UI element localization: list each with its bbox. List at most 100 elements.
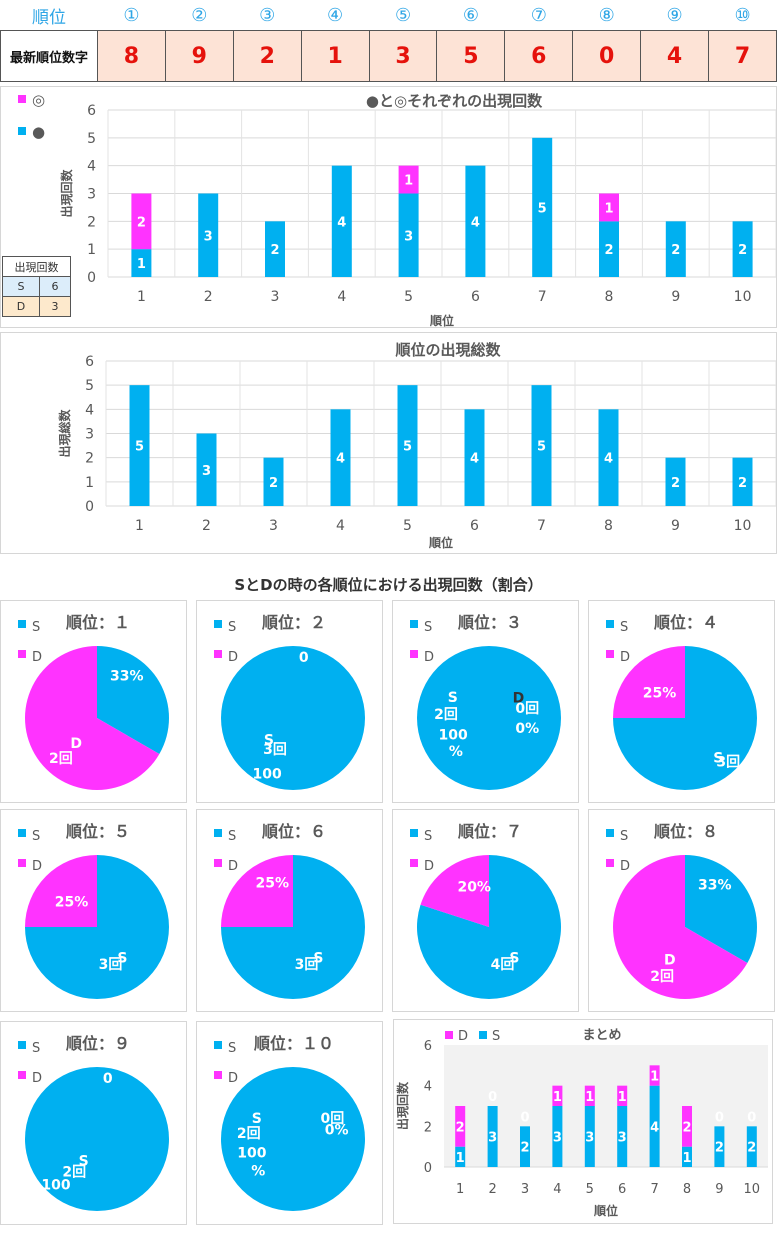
x-tick-label: 9 (671, 518, 680, 534)
bar (617, 1106, 628, 1167)
x-tick-label: 10 (734, 289, 752, 305)
data-label: 3 (202, 464, 211, 479)
legend-label: D (424, 650, 434, 665)
legend-label: S (424, 829, 432, 844)
y-tick-label: 2 (85, 451, 94, 467)
bar (331, 165, 352, 277)
bar (598, 409, 619, 506)
bar (196, 433, 217, 506)
legend-label: S (228, 829, 236, 844)
bar (617, 1085, 628, 1106)
y-tick-label: 1 (87, 242, 96, 258)
y-tick-label: 6 (87, 103, 96, 119)
data-label: 0 (715, 1110, 724, 1125)
legend-label: D (32, 1071, 42, 1086)
pie-title: 順位：５ (65, 822, 130, 841)
pie-data-label: 33% (698, 878, 732, 894)
position-3: ③ (259, 4, 276, 26)
digit-cell: 8 (97, 30, 166, 82)
pie-data-label: D (70, 736, 82, 752)
y-tick-label: 2 (87, 214, 96, 230)
pie-data-label: 4回 (491, 957, 515, 973)
y-axis-label: 出現回数 (59, 169, 74, 218)
x-tick-label: 1 (456, 1182, 464, 1197)
pie-data-label: 3回 (716, 754, 740, 770)
bar (131, 249, 152, 277)
y-tick-label: 5 (87, 131, 96, 147)
legend-label: S (228, 620, 236, 635)
chart-title: ●と◎それぞれの出現回数 (366, 92, 543, 110)
data-label: 2 (747, 1141, 756, 1156)
data-label: 3 (204, 229, 213, 244)
pie-title: 順位：７ (457, 822, 522, 841)
x-tick-label: 9 (671, 289, 680, 305)
position-7: ⑦ (530, 4, 547, 26)
pie-panel: 順位：３ S D D 0回 0% S 2回 100% (392, 600, 579, 803)
bar (714, 1126, 725, 1167)
digit-cell: 0 (572, 30, 642, 82)
legend-label: S (32, 1041, 40, 1056)
legend-label: D (228, 859, 238, 874)
pie-data-label: D (513, 690, 525, 706)
x-axis-label: 順位 (428, 535, 453, 550)
x-tick-label: 5 (586, 1182, 594, 1197)
pie-title: 順位：１０ (253, 1034, 334, 1053)
pie-data-label: 100 (41, 1177, 70, 1193)
data-label: 5 (403, 440, 412, 455)
bar (599, 193, 619, 222)
bar (584, 1106, 595, 1167)
count-table-title: 出現回数 (2, 256, 71, 277)
x-axis-label: 順位 (429, 313, 454, 327)
legend-label: D (32, 650, 42, 665)
x-tick-label: 8 (604, 518, 613, 534)
pie-data-label: 2回 (49, 751, 73, 767)
data-label: 3 (585, 1131, 594, 1146)
pie-data-label: 25% (256, 876, 290, 892)
data-label: 0 (747, 1110, 756, 1125)
bar (265, 221, 285, 277)
position-8: ⑧ (598, 4, 615, 26)
pie-slice-s (685, 855, 757, 963)
pie-data-label: S (313, 950, 323, 966)
data-label: 1 (456, 1151, 465, 1166)
data-label: 2 (671, 243, 680, 258)
bar (398, 165, 419, 194)
pie-data-label: 0% (515, 721, 539, 737)
pie-data-label: S (264, 733, 274, 749)
legend-label: ◎ (32, 91, 45, 109)
data-label: 2 (738, 476, 747, 491)
pie-title: 順位：９ (65, 1034, 130, 1053)
legend-swatch (18, 859, 26, 867)
data-label: 3 (553, 1131, 562, 1146)
x-tick-label: 6 (471, 289, 480, 305)
legend-swatch (18, 1041, 26, 1049)
bar (198, 193, 219, 277)
pie-data-label: 2回 (62, 1164, 86, 1180)
x-tick-label: 7 (538, 289, 547, 305)
y-tick-label: 5 (85, 378, 94, 394)
pie-data-label: 20% (457, 879, 491, 895)
y-tick-label: 2 (424, 1120, 432, 1135)
data-label: 2 (520, 1141, 529, 1156)
data-label: 0 (520, 1110, 529, 1125)
data-label: 2 (269, 476, 278, 491)
y-tick-label: 0 (87, 270, 96, 286)
summary-svg: 02461122303204315316317418129201020まとめ順位… (395, 1028, 768, 1218)
x-tick-label: 6 (470, 518, 479, 534)
data-label: 1 (618, 1090, 627, 1105)
digit-cell: 6 (504, 30, 574, 82)
bar (263, 457, 284, 506)
count-row-d: D 3 (2, 296, 72, 317)
legend-swatch (606, 859, 614, 867)
y-tick-label: 6 (424, 1039, 432, 1054)
pie-slice-d (420, 855, 489, 927)
position-row: 順位 ① ② ③ ④ ⑤ ⑥ ⑦ ⑧ ⑨ ⑩ (1, 0, 777, 31)
bar (682, 1106, 692, 1147)
data-label: 5 (537, 440, 546, 455)
bar (398, 193, 419, 277)
summary-panel: 0 2 4 6 1 1 2 2 3 0 3 2 0 4 3 1 5 3 1 6 3 1 7 4 1 8 1 2 9 2 0 10 2 0 まとめ 順位… (393, 1019, 773, 1224)
legend-swatch (214, 829, 222, 837)
pie-panel: 順位：５ S D 25% S 3回 (0, 809, 187, 1012)
bar (552, 1085, 563, 1106)
pie-title: 順位：８ (653, 822, 718, 841)
